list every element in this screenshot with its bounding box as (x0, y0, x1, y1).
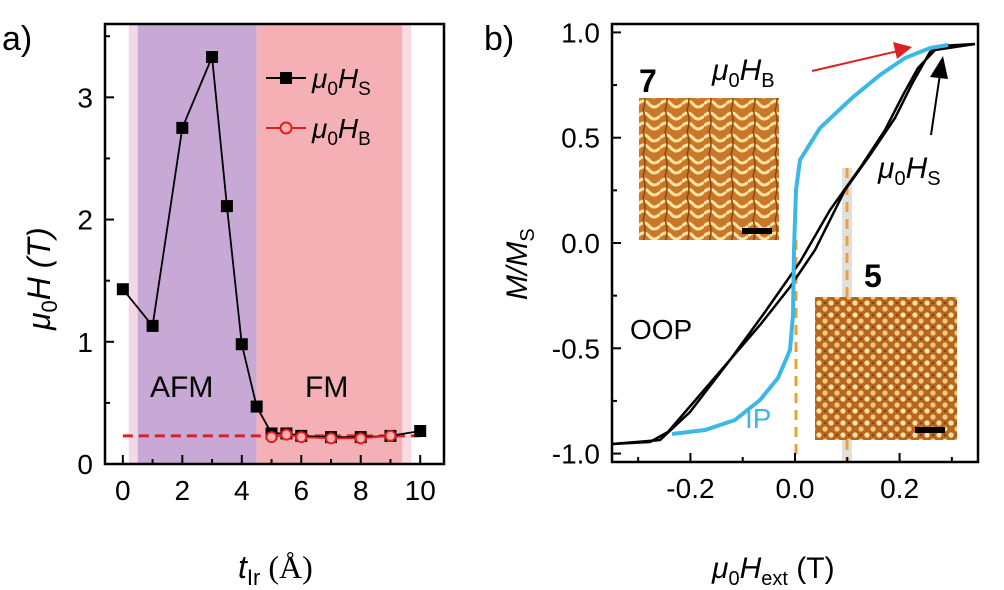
hs-sub0: 0 (894, 168, 905, 190)
legend-label: μ0HS (311, 63, 371, 100)
point-hs (250, 400, 263, 413)
ylabel-sub: 0 (37, 300, 62, 312)
b-ytick-label: -1.0 (552, 439, 600, 470)
hs-arrow-line (930, 73, 941, 136)
b-xlabel-sub: ext (761, 568, 788, 590)
b-xlabel-main: μ (711, 552, 728, 585)
b-xtick-label: 0.2 (880, 473, 919, 504)
point-hb (265, 431, 278, 444)
b-xlabel-sub0: 0 (728, 568, 739, 590)
panel-a-ylabel: μ0H (T) (21, 227, 62, 331)
hb-mid: H (740, 54, 762, 87)
oop-curve-lower (611, 42, 976, 446)
xlabel-sub: Ir (247, 565, 260, 590)
panel-b-xlabel: μ0Hext (T) (711, 552, 835, 590)
b-xlabel-unit: (T) (788, 552, 835, 585)
hs-main: μ (877, 152, 894, 185)
point-hs (116, 283, 129, 296)
hb-arrow-head (893, 42, 912, 59)
a-xtick-label: 10 (405, 475, 436, 506)
inset-top-scalebar (742, 228, 772, 234)
hs-annotation: μ0HS (877, 152, 941, 190)
panel-b-label: b) (484, 20, 514, 58)
b-xlabel-mid: H (740, 552, 762, 585)
point-hb (354, 432, 367, 445)
hs-arrow-head (930, 56, 948, 79)
point-hb (280, 428, 293, 441)
panel-a-frame (103, 22, 446, 466)
hb-arrow-line (811, 50, 899, 72)
a-xtick-label: 4 (234, 475, 250, 506)
hb-main: μ (711, 54, 728, 87)
b-ylabel-main: M/M (501, 242, 534, 300)
oop-label: OOP (630, 314, 692, 345)
a-ytick-label: 2 (77, 205, 93, 236)
panel-a-ticks: 0 2 4 6 8 10 0 1 2 3 (77, 35, 436, 506)
hs-sub: S (927, 168, 940, 190)
panel-b-ylabel: M/MS (501, 228, 539, 300)
legend-marker-hs (280, 72, 292, 84)
panel-a-xlabel: tIr (Å) (238, 549, 313, 590)
hb-sub0: 0 (728, 70, 739, 92)
region-label-afm: AFM (150, 371, 213, 404)
panel-b: b) 7 5 μ0HB μ0HS OOP IP -0.2 0.0 0.2-1.0-0… (484, 17, 980, 590)
panel-b-ticks: -0.2 0.0 0.2 -1.0 -0.5 0.0 0.5 1.0 (552, 17, 953, 504)
a-xtick-label: 8 (353, 475, 369, 506)
point-hb (295, 431, 308, 444)
ylabel-rest: H (T) (21, 227, 57, 300)
inset-bottom-scalebar (915, 427, 945, 433)
panel-a-regions (128, 24, 412, 464)
b-ylabel-sub: S (517, 228, 539, 241)
a-xtick-label: 0 (115, 475, 131, 506)
b-ytick-label: 0.5 (561, 123, 600, 154)
region-halo-right (402, 24, 412, 464)
a-ytick-label: 0 (77, 449, 93, 480)
point-hs (235, 338, 248, 351)
a-ytick-label: 1 (77, 327, 93, 358)
a-xtick-label: 6 (293, 475, 309, 506)
region-label-fm: FM (305, 371, 348, 404)
point-hs (206, 51, 219, 63)
panel-a-legend: μ0HS μ0HB (266, 63, 371, 150)
legend-marker-hb (279, 121, 293, 135)
panel-a: a) 0 2 4 6 8 10 0 1 2 3 μ0HS μ0HB AFM FM tIr (Å) μ… (2, 20, 446, 590)
point-hs (220, 200, 233, 213)
ip-curve (671, 43, 949, 436)
inset-bottom-label: 5 (864, 258, 882, 294)
ylabel-main: μ (21, 312, 57, 331)
inset-stripe-image (639, 98, 779, 240)
region-fm (256, 24, 403, 464)
b-ytick-label: -0.5 (552, 333, 600, 364)
ip-label: IP (745, 403, 771, 434)
panel-a-label: a) (2, 20, 32, 58)
a-ytick-label: 3 (77, 82, 93, 113)
xlabel-unit: (Å) (260, 549, 312, 585)
region-afm (137, 24, 257, 464)
panel-a-series (116, 51, 427, 445)
inset-top-label: 7 (639, 63, 657, 99)
point-hs (176, 121, 189, 134)
region-halo-left (128, 24, 138, 464)
b-ytick-label: 0.0 (561, 228, 600, 259)
point-hb (384, 429, 397, 442)
b-xtick-label: 0.0 (776, 473, 815, 504)
point-hs (414, 425, 427, 437)
b-ytick-label: 1.0 (561, 17, 600, 48)
point-hb (325, 432, 337, 445)
hs-mid: H (906, 152, 928, 185)
hb-sub: B (761, 70, 774, 92)
hb-annotation: μ0HB (711, 54, 775, 92)
legend-label: μ0HB (311, 113, 371, 150)
a-xtick-label: 2 (175, 475, 191, 506)
xlabel-main: t (238, 549, 248, 585)
b-xtick-label: -0.2 (666, 473, 714, 504)
point-hs (146, 319, 159, 332)
inset-bubble-image (815, 297, 957, 440)
